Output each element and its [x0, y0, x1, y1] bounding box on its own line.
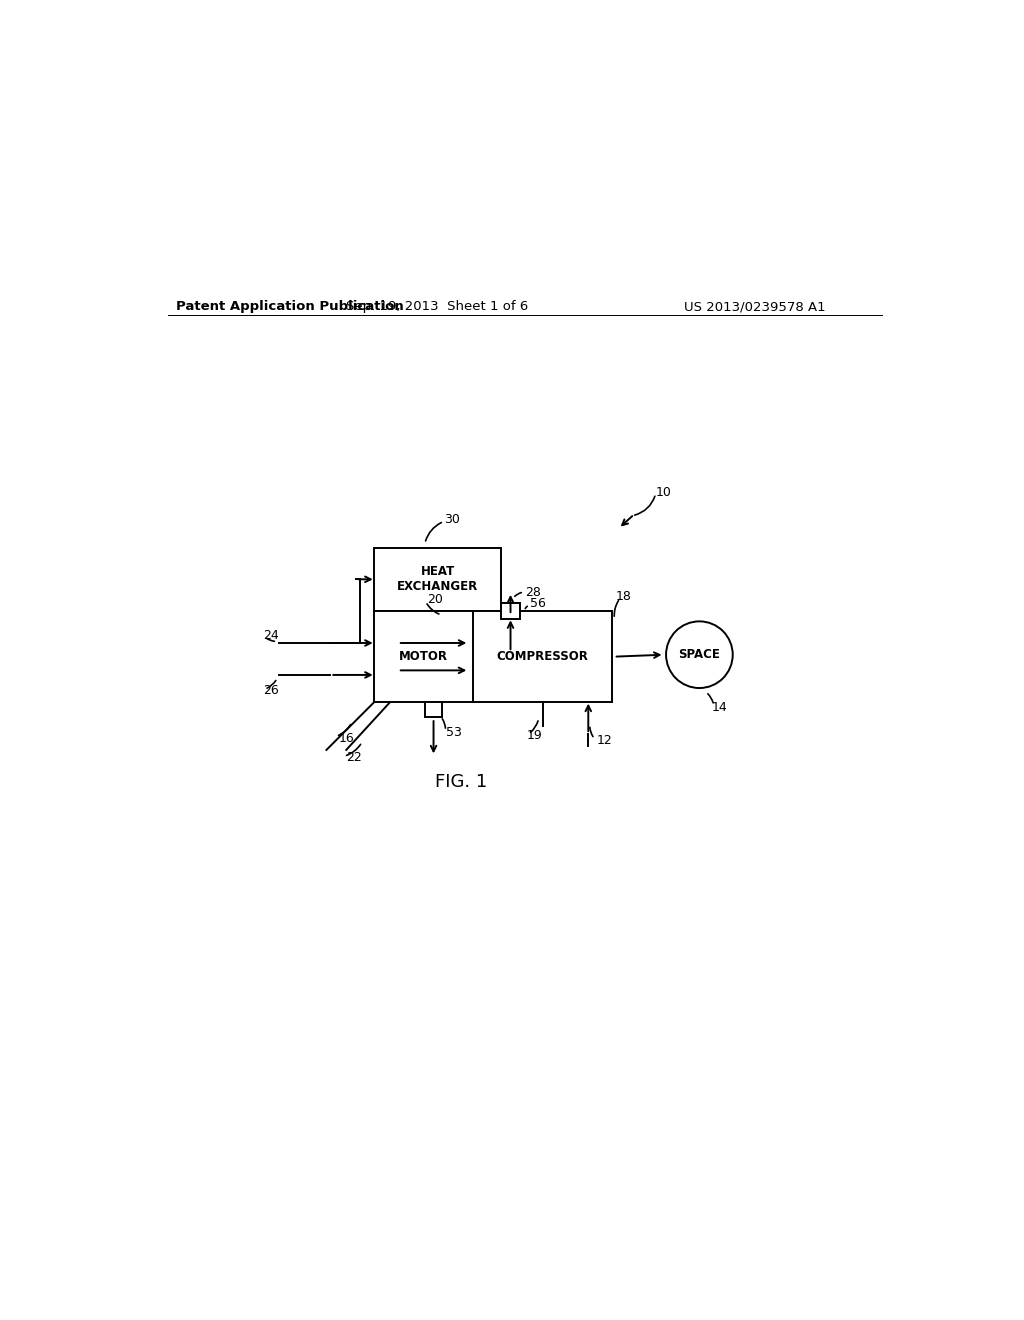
Text: 16: 16 — [338, 731, 354, 744]
Text: 12: 12 — [596, 734, 612, 747]
Text: HEAT
EXCHANGER: HEAT EXCHANGER — [397, 565, 478, 593]
Text: 30: 30 — [443, 513, 460, 527]
Circle shape — [666, 622, 733, 688]
Text: 56: 56 — [530, 597, 546, 610]
Bar — [425, 702, 442, 717]
Text: 28: 28 — [524, 586, 541, 598]
Text: Patent Application Publication: Patent Application Publication — [176, 300, 403, 313]
Text: Sep. 19, 2013  Sheet 1 of 6: Sep. 19, 2013 Sheet 1 of 6 — [346, 300, 528, 313]
Text: 19: 19 — [526, 729, 543, 742]
Text: 20: 20 — [427, 594, 443, 606]
Text: 10: 10 — [655, 486, 672, 499]
Text: 24: 24 — [263, 628, 279, 642]
Text: COMPRESSOR: COMPRESSOR — [497, 651, 589, 663]
Text: 18: 18 — [616, 590, 632, 603]
Text: 22: 22 — [346, 751, 362, 764]
Text: FIG. 1: FIG. 1 — [435, 772, 487, 791]
Text: 53: 53 — [446, 726, 462, 739]
Text: 14: 14 — [712, 701, 727, 714]
Bar — [501, 603, 520, 619]
Text: US 2013/0239578 A1: US 2013/0239578 A1 — [684, 300, 825, 313]
Bar — [374, 548, 501, 611]
Text: 26: 26 — [263, 684, 279, 697]
Bar — [374, 611, 612, 702]
Text: MOTOR: MOTOR — [399, 651, 449, 663]
Text: SPACE: SPACE — [679, 648, 720, 661]
